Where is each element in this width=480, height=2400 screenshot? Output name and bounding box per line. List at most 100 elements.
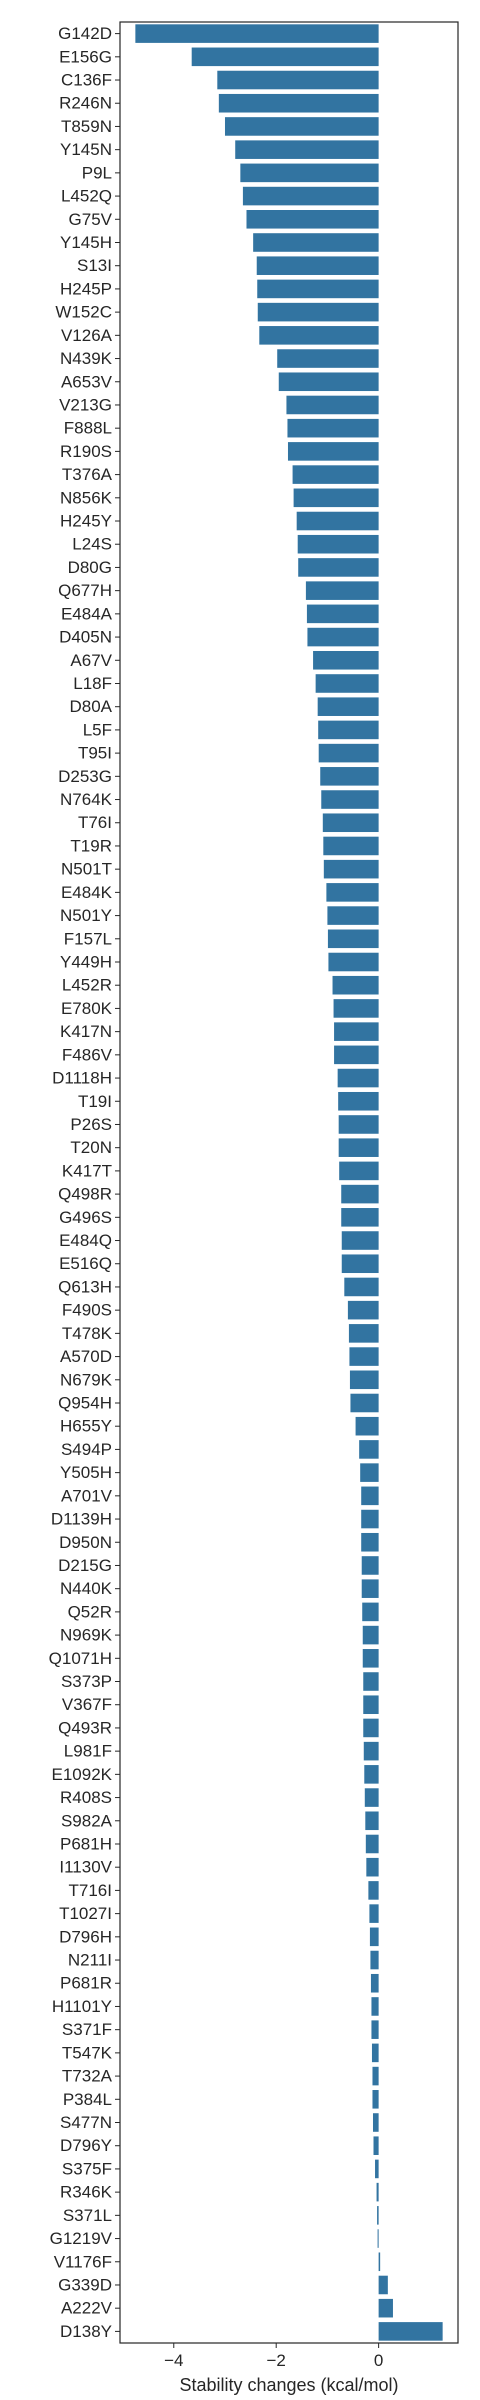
category-label: N679K <box>60 1370 113 1389</box>
category-label: E484A <box>61 604 113 623</box>
bar-t1027i <box>369 1904 379 1923</box>
bar-f486v <box>334 1045 379 1065</box>
bar-s494p <box>359 1440 379 1459</box>
bar-l5f <box>318 720 379 740</box>
category-label: T76I <box>78 813 112 832</box>
bar-s477n <box>372 2113 379 2132</box>
category-label: G496S <box>59 1208 112 1227</box>
bar-n439k <box>277 349 379 368</box>
category-label: E484Q <box>59 1231 112 1250</box>
bar-d1118h <box>337 1068 379 1088</box>
bar-y145h <box>253 233 379 252</box>
category-label: T19I <box>78 1092 112 1111</box>
bar-v126a <box>259 326 379 345</box>
category-label: G339D <box>58 2275 112 2294</box>
bar-v1176f <box>378 2252 381 2272</box>
category-label: T716I <box>69 1881 112 1900</box>
bar-p26s <box>338 1115 379 1134</box>
bar-k417n <box>334 1022 379 1041</box>
bar-r346k <box>376 2182 379 2202</box>
category-label: F486V <box>62 1045 113 1064</box>
bar-q52r <box>362 1602 379 1622</box>
bar-t547k <box>371 2043 379 2063</box>
category-label: L5F <box>83 720 112 739</box>
category-label: S375F <box>62 2159 112 2178</box>
category-label: Y505H <box>60 1463 112 1482</box>
bar-p9l <box>240 163 379 183</box>
bar-q493r <box>363 1718 379 1738</box>
bar-n501y <box>327 906 379 925</box>
bar-v367f <box>363 1695 379 1715</box>
category-label: T95I <box>78 744 112 763</box>
bar-h655y <box>355 1416 379 1436</box>
category-label: D1118H <box>52 1069 112 1088</box>
bar-l452r <box>332 975 379 995</box>
category-label: E516Q <box>59 1254 112 1273</box>
category-label: N439K <box>60 349 113 368</box>
category-label: E484K <box>61 883 113 902</box>
bar-l24s <box>297 534 379 554</box>
bar-n440k <box>361 1579 379 1598</box>
bar-q954h <box>350 1393 379 1413</box>
category-label: Y145H <box>60 233 112 252</box>
bar-r190s <box>287 442 379 461</box>
bar-l981f <box>363 1741 379 1761</box>
bar-f490s <box>347 1300 379 1320</box>
bar-d80a <box>317 697 379 716</box>
category-label: A222V <box>61 2299 113 2318</box>
category-label: E780K <box>61 999 113 1018</box>
bar-y145n <box>235 140 379 159</box>
x-tick-label: 0 <box>374 2351 383 2370</box>
bar-e1092k <box>364 1765 379 1784</box>
bar-d253g <box>320 767 379 786</box>
bar-q677h <box>305 581 379 600</box>
category-label: K417N <box>60 1022 112 1041</box>
bar-g496s <box>341 1208 379 1227</box>
category-label: L18F <box>73 674 112 693</box>
category-label: Q493R <box>58 1718 112 1737</box>
bar-c136f <box>217 70 379 90</box>
category-label: E156G <box>59 47 112 66</box>
bar-f888l <box>287 418 379 438</box>
bar-l18f <box>315 674 379 693</box>
bar-t716i <box>368 1881 379 1900</box>
bar-q1071h <box>362 1649 379 1668</box>
category-label: A701V <box>61 1486 113 1505</box>
bar-e484a <box>306 604 379 624</box>
category-label: D215G <box>58 1556 112 1575</box>
bar-g339d <box>378 2275 388 2295</box>
bar-t376a <box>292 465 379 484</box>
bar-t95i <box>318 743 379 763</box>
category-label: Q613H <box>58 1277 112 1296</box>
bar-d950n <box>361 1532 379 1552</box>
category-label: A570D <box>60 1347 112 1366</box>
bar-i1130v <box>366 1857 379 1877</box>
bar-l452q <box>242 186 379 206</box>
bar-n764k <box>321 790 379 809</box>
category-label: F490S <box>62 1301 112 1320</box>
bar-s371l <box>377 2206 379 2225</box>
bar-y505h <box>360 1463 379 1482</box>
category-label: D950N <box>59 1533 112 1552</box>
category-label: N501Y <box>60 906 112 925</box>
bar-s371f <box>371 2020 379 2039</box>
category-label: L452R <box>62 976 112 995</box>
bar-h245p <box>257 279 379 299</box>
bar-g75v <box>246 210 379 229</box>
category-label: T547K <box>62 2043 113 2062</box>
category-label: P681R <box>60 1974 112 1993</box>
category-label: S371F <box>62 2020 112 2039</box>
category-label: Q498R <box>58 1185 112 1204</box>
category-label: P384L <box>63 2090 112 2109</box>
bar-n501t <box>323 859 379 879</box>
category-label: Q1071H <box>49 1649 112 1668</box>
category-label: P26S <box>70 1115 112 1134</box>
bar-e484k <box>326 883 379 902</box>
category-label: V213G <box>59 395 112 414</box>
category-labels-group: G142D E156G C136F R246N T859N Y145N P9L L452Q G7… <box>49 24 120 2341</box>
category-label: R190S <box>60 442 112 461</box>
x-tick-label: −2 <box>267 2351 286 2370</box>
bars-group <box>135 24 443 2341</box>
bar-d1139h <box>361 1509 379 1529</box>
category-label: L981F <box>64 1742 112 1761</box>
